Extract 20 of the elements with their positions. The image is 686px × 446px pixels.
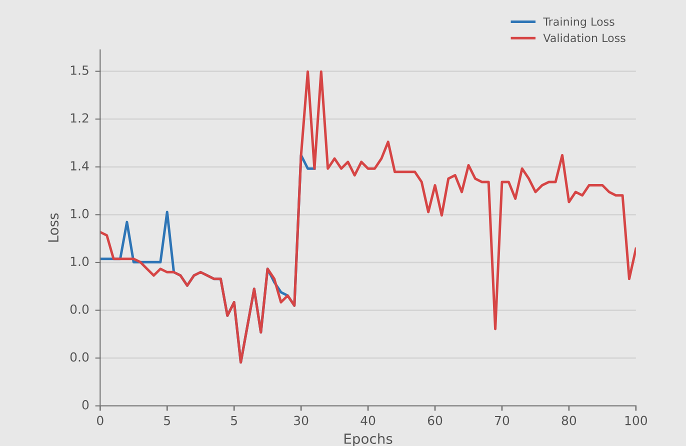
text: 1.2	[70, 113, 88, 123]
legend-label: Training Loss	[543, 17, 614, 28]
x-tick-label: 5	[231, 416, 237, 426]
text: 1.4	[70, 161, 89, 170]
text: 1.0	[70, 208, 89, 218]
legend-label: Validation Loss	[543, 34, 626, 42]
text: 0	[82, 400, 89, 410]
text: 1.0	[70, 256, 89, 266]
x-tick-label: 70	[495, 416, 510, 426]
y-axis-title: Loss	[48, 213, 59, 242]
x-tick-label: 5	[164, 416, 170, 426]
text: 0.0	[70, 304, 89, 314]
x-tick-label: 100	[625, 416, 648, 426]
x-tick-label: 80	[562, 416, 576, 426]
x-tick-label: 40	[360, 416, 376, 426]
x-tick-label: 0	[97, 416, 104, 426]
x-tick-label: 30	[294, 416, 308, 426]
text: 1.5	[70, 66, 88, 75]
x-tick-label: 60	[428, 416, 442, 426]
text: 0.0	[70, 352, 89, 362]
